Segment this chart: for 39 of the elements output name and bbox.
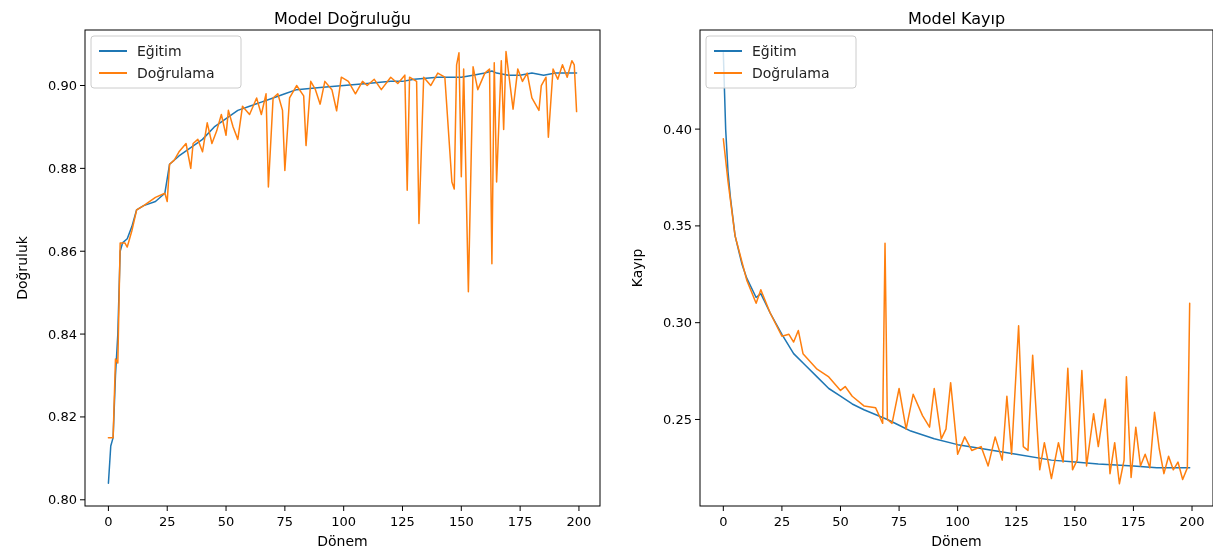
x-tick-label: 50: [832, 514, 849, 529]
y-axis-title: Doğruluk: [14, 235, 30, 300]
y-tick-label: 0.25: [663, 412, 692, 428]
x-tick-label: 75: [276, 514, 294, 529]
x-tick-label: 0: [719, 514, 728, 529]
line-series: [722, 138, 1191, 485]
chart-title: Model Kayıp: [907, 9, 1006, 28]
y-tick-label: 0.88: [48, 160, 77, 176]
x-tick-label: 150: [448, 514, 474, 529]
legend-label: Eğitim: [137, 43, 182, 59]
x-tick-label: 50: [217, 514, 235, 529]
y-tick-label: 0.90: [48, 78, 77, 94]
x-tick-label: 100: [331, 514, 357, 529]
x-tick-label: 200: [1179, 514, 1205, 529]
x-axis-title: Dönem: [317, 533, 368, 549]
y-tick-label: 0.86: [48, 243, 77, 259]
x-axis-title: Dönem: [931, 533, 982, 549]
x-tick-label: 175: [507, 514, 533, 529]
y-tick-label: 0.80: [48, 492, 77, 508]
x-tick-label: 75: [890, 514, 908, 529]
y-axis-title: Kayıp: [629, 248, 645, 288]
y-tick-label: 0.35: [663, 218, 692, 234]
x-tick-label: 175: [1121, 514, 1146, 529]
chart-title: Model Doğruluğu: [274, 9, 411, 28]
x-tick-label: 25: [773, 514, 791, 529]
x-tick-label: 125: [1003, 514, 1029, 529]
legend-label: Doğrulama: [137, 65, 215, 81]
legend-label: Doğrulama: [752, 65, 830, 81]
x-tick-label: 125: [390, 514, 415, 529]
x-tick-label: 100: [945, 514, 971, 529]
legend-label: Eğitim: [752, 43, 797, 59]
y-tick-label: 0.84: [48, 326, 77, 342]
y-tick-label: 0.30: [663, 315, 692, 331]
x-tick-label: 25: [158, 514, 176, 529]
y-tick-label: 0.40: [663, 121, 692, 137]
y-tick-label: 0.82: [48, 409, 77, 425]
x-tick-label: 0: [104, 514, 113, 529]
x-tick-label: 200: [566, 514, 592, 529]
x-tick-label: 150: [1062, 514, 1088, 529]
